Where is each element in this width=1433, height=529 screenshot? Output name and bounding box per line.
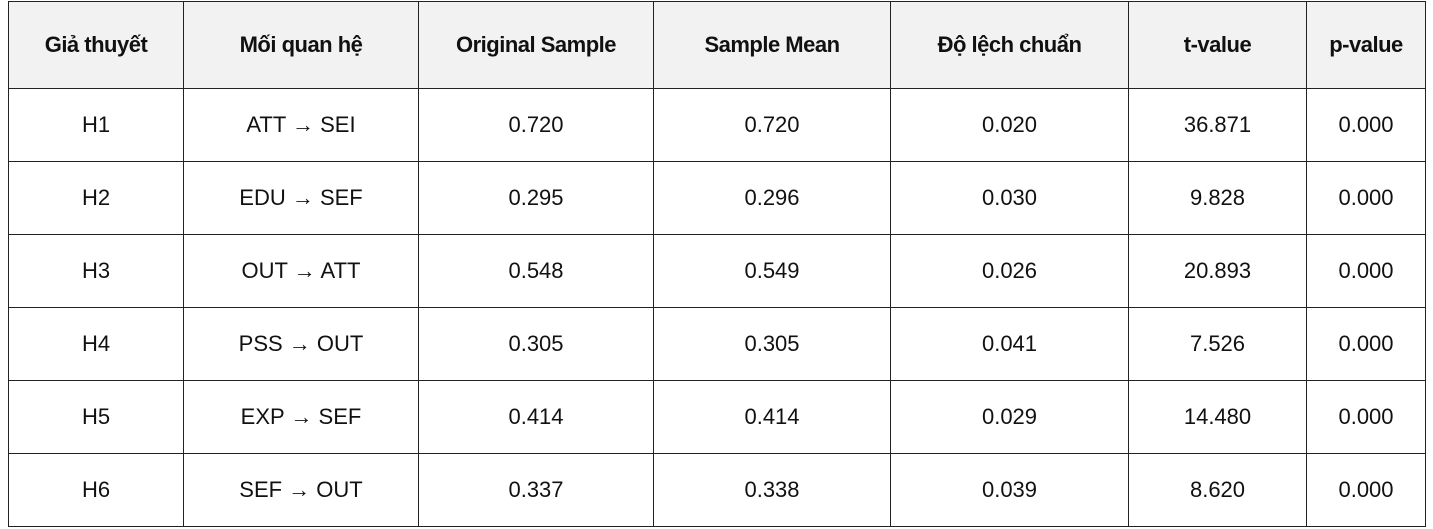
table-cell: 0.549	[653, 234, 891, 308]
table-cell: 0.414	[418, 380, 654, 454]
table-cell: SEF → OUT	[183, 453, 419, 527]
table-cell: 0.000	[1306, 88, 1426, 162]
table-cell: ATT → SEI	[183, 88, 419, 162]
results-table: Giả thuyết Mối quan hệ Original Sample Samp…	[8, 1, 1426, 527]
table-cell: 14.480	[1128, 380, 1307, 454]
table-row: H1 ATT → SEI 0.720 0.720 0.020 36.871 0.000	[8, 88, 1426, 162]
table-row: H5 EXP → SEF 0.414 0.414 0.029 14.480 0.000	[8, 380, 1426, 454]
table-cell: 0.039	[890, 453, 1129, 527]
table-cell: 0.000	[1306, 161, 1426, 235]
table-cell: 0.026	[890, 234, 1129, 308]
table-cell: 0.720	[418, 88, 654, 162]
table-cell: H3	[8, 234, 184, 308]
table-row: H6 SEF → OUT 0.337 0.338 0.039 8.620 0.000	[8, 453, 1426, 527]
table-cell: H4	[8, 307, 184, 381]
table-row: H2 EDU → SEF 0.295 0.296 0.030 9.828 0.000	[8, 161, 1426, 235]
table-cell: H5	[8, 380, 184, 454]
table-cell: 0.338	[653, 453, 891, 527]
table-cell: 9.828	[1128, 161, 1307, 235]
table-cell: 0.296	[653, 161, 891, 235]
table-cell: 0.720	[653, 88, 891, 162]
table-cell: 0.000	[1306, 453, 1426, 527]
table-cell: 0.548	[418, 234, 654, 308]
table-cell: 20.893	[1128, 234, 1307, 308]
table-row: H4 PSS → OUT 0.305 0.305 0.041 7.526 0.000	[8, 307, 1426, 381]
table-cell: 0.020	[890, 88, 1129, 162]
table-cell: 0.414	[653, 380, 891, 454]
header-cell: t-value	[1128, 1, 1307, 89]
table-cell: EDU → SEF	[183, 161, 419, 235]
table-cell: 0.000	[1306, 307, 1426, 381]
table-body: H1 ATT → SEI 0.720 0.720 0.020 36.871 0.000 H2 E…	[8, 88, 1426, 527]
table-cell: 0.000	[1306, 234, 1426, 308]
table-row: H3 OUT → ATT 0.548 0.549 0.026 20.893 0.000	[8, 234, 1426, 308]
header-cell: Mối quan hệ	[183, 1, 419, 89]
table-cell: PSS → OUT	[183, 307, 419, 381]
table-cell: 0.029	[890, 380, 1129, 454]
table-cell: 0.041	[890, 307, 1129, 381]
table-cell: OUT → ATT	[183, 234, 419, 308]
header-row: Giả thuyết Mối quan hệ Original Sample Samp…	[8, 1, 1426, 89]
header-cell: p-value	[1306, 1, 1426, 89]
header-cell: Original Sample	[418, 1, 654, 89]
table-cell: EXP → SEF	[183, 380, 419, 454]
table-cell: 0.337	[418, 453, 654, 527]
header-cell: Độ lệch chuẩn	[890, 1, 1129, 89]
table-cell: 8.620	[1128, 453, 1307, 527]
table-cell: 0.305	[418, 307, 654, 381]
table-cell: H1	[8, 88, 184, 162]
table-cell: 7.526	[1128, 307, 1307, 381]
table-header: Giả thuyết Mối quan hệ Original Sample Samp…	[8, 1, 1426, 89]
table-cell: H2	[8, 161, 184, 235]
table-cell: 0.305	[653, 307, 891, 381]
table-cell: 36.871	[1128, 88, 1307, 162]
table-cell: H6	[8, 453, 184, 527]
table-cell: 0.030	[890, 161, 1129, 235]
table-cell: 0.295	[418, 161, 654, 235]
table-cell: 0.000	[1306, 380, 1426, 454]
header-cell: Sample Mean	[653, 1, 891, 89]
header-cell: Giả thuyết	[8, 1, 184, 89]
